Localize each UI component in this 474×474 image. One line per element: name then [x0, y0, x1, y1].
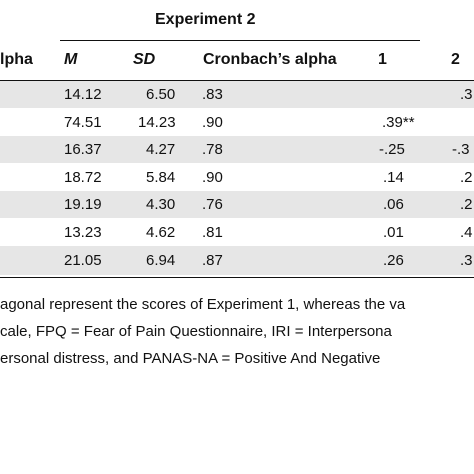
table-bottom-rule: [0, 277, 474, 278]
table-cell-col1: -.25: [379, 141, 405, 158]
table-cell-alpha: .90: [202, 114, 223, 131]
table-cell-col1: .14: [383, 169, 404, 186]
table-cell-m: 16.37: [64, 141, 102, 158]
table-cell-col1: .06: [383, 196, 404, 213]
column-header-cronbach-alpha: Cronbach’s alpha: [203, 51, 337, 68]
column-header-sd: SD: [133, 51, 156, 68]
table-cell-m: 13.23: [64, 224, 102, 241]
table-cell-alpha: .81: [202, 224, 223, 241]
table-cell-m: 19.19: [64, 196, 102, 213]
table-cell-col2: .2: [460, 196, 473, 213]
table-cell-col2: .2: [460, 169, 473, 186]
table-cell-col2: .3: [460, 252, 473, 269]
table-cell-sd: 4.27: [146, 141, 176, 158]
table-cell-sd: 14.23: [138, 114, 176, 131]
row-shade-7: [0, 246, 474, 275]
row-shade-3: [0, 136, 474, 163]
column-header-m: M: [64, 51, 78, 68]
table-cell-sd: 6.50: [146, 86, 176, 103]
table-cell-col1: .26: [383, 252, 404, 269]
table-cell-col2: .4: [460, 224, 473, 241]
column-header-2: 2: [451, 51, 460, 68]
row-shade-5: [0, 191, 474, 218]
table-note-line-3: ersonal distress, and PANAS-NA = Positiv…: [0, 350, 381, 367]
table-cell-sd: 4.30: [146, 196, 176, 213]
experiment-2-underline: [60, 40, 420, 41]
header-bottom-rule: [0, 80, 474, 81]
table-cell-sd: 4.62: [146, 224, 176, 241]
table-cell-m: 21.05: [64, 252, 102, 269]
table-cell-alpha: .76: [202, 196, 223, 213]
table-cell-alpha: .78: [202, 141, 223, 158]
table-cell-m: 14.12: [64, 86, 102, 103]
table-cell-sd: 5.84: [146, 169, 176, 186]
table-cell-m: 18.72: [64, 169, 102, 186]
table-note-line-1: agonal represent the scores of Experimen…: [0, 296, 406, 313]
table-cell-m: 74.51: [64, 114, 102, 131]
table-cell-alpha: .83: [202, 86, 223, 103]
table-note-line-2: cale, FPQ = Fear of Pain Questionnaire, …: [0, 323, 392, 340]
table-cell-col2: .3: [460, 86, 473, 103]
column-header-prev-alpha: lpha: [0, 51, 33, 68]
column-header-1: 1: [378, 51, 387, 68]
table-cell-col2: -.3: [452, 141, 470, 158]
table-cell-sd: 6.94: [146, 252, 176, 269]
table-cell-col1: .01: [383, 224, 404, 241]
table-cell-alpha: .87: [202, 252, 223, 269]
table-cell-alpha: .90: [202, 169, 223, 186]
row-shade-1: [0, 81, 474, 108]
table-cell-col1: .39**: [382, 114, 415, 131]
experiment-2-title: Experiment 2: [155, 11, 256, 28]
